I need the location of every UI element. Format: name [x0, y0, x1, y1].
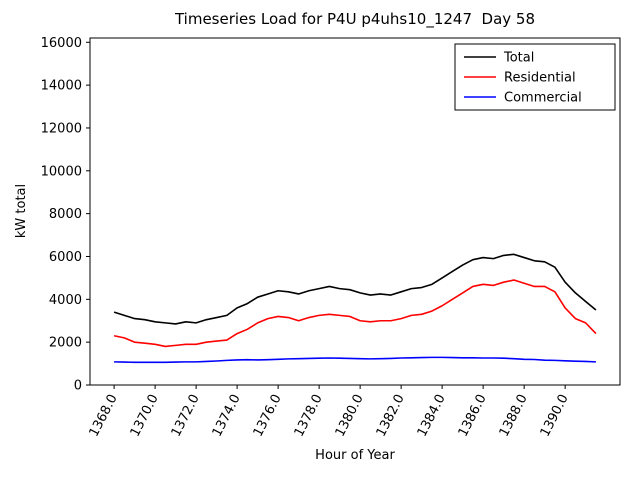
- x-tick-label: 1390.0: [538, 392, 572, 439]
- x-axis-label: Hour of Year: [315, 448, 395, 463]
- x-tick-label: 1374.0: [210, 392, 244, 439]
- x-tick-label: 1372.0: [169, 392, 203, 439]
- x-tick-label: 1380.0: [333, 392, 367, 439]
- x-tick-label: 1368.0: [87, 392, 121, 439]
- x-tick-label: 1382.0: [374, 392, 408, 439]
- x-tick-label: 1370.0: [128, 392, 162, 439]
- legend-label-residential: Residential: [504, 71, 576, 86]
- y-tick-label: 0: [74, 379, 82, 394]
- series-line-residential: [113, 279, 597, 348]
- x-tick-label: 1384.0: [415, 392, 449, 439]
- x-tick-label: 1388.0: [497, 392, 531, 439]
- y-tick-label: 4000: [49, 293, 82, 308]
- y-tick-label: 6000: [49, 250, 82, 265]
- plot-border: [89, 37, 621, 386]
- y-tick-label: 12000: [41, 121, 82, 136]
- y-tick-label: 2000: [49, 336, 82, 351]
- series-line-commercial: [114, 356, 596, 364]
- y-tick-label: 8000: [49, 207, 82, 222]
- legend-label-commercial: Commercial: [504, 91, 582, 106]
- y-tick-label: 16000: [41, 36, 82, 51]
- series-line-total: [113, 253, 597, 325]
- y-tick-label: 14000: [41, 79, 82, 94]
- chart-title: Timeseries Load for P4U p4uhs10_1247 Day…: [174, 10, 536, 28]
- legend-label-total: Total: [503, 51, 534, 66]
- x-tick-label: 1386.0: [456, 392, 490, 439]
- x-tick-label: 1376.0: [251, 392, 285, 439]
- y-axis-label: kW total: [14, 183, 29, 239]
- x-tick-label: 1378.0: [292, 392, 326, 439]
- y-tick-label: 10000: [41, 164, 82, 179]
